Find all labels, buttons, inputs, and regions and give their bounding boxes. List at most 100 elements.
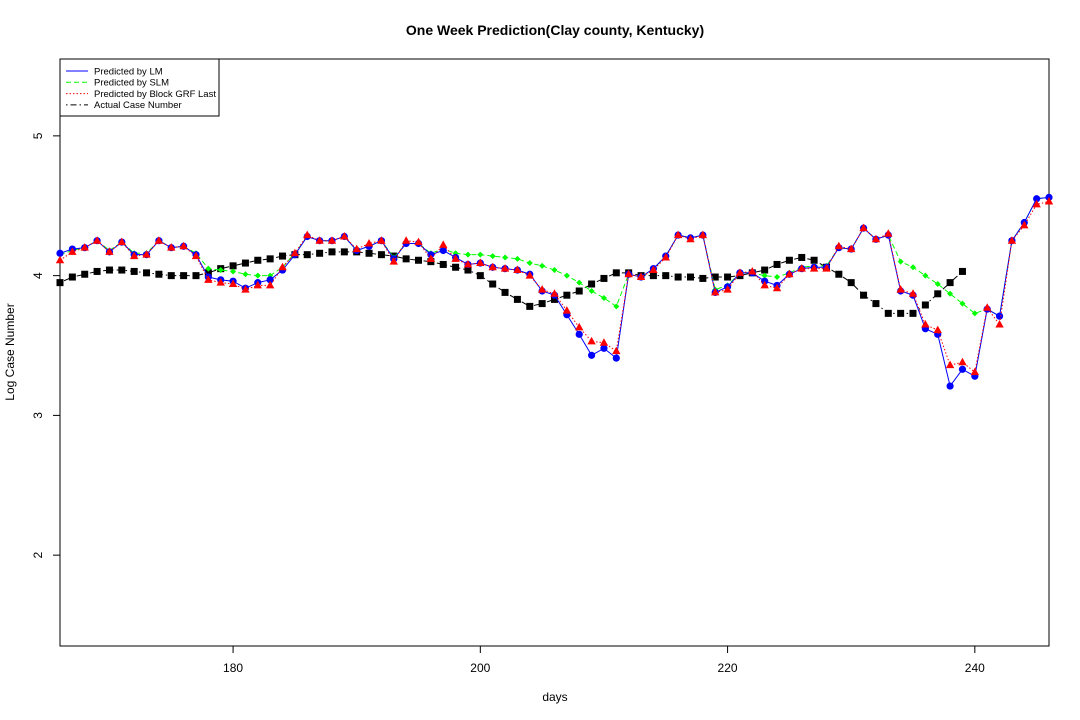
data-point bbox=[93, 267, 101, 275]
data-point bbox=[809, 264, 819, 272]
data-point bbox=[872, 300, 880, 308]
data-point bbox=[230, 268, 237, 275]
data-point bbox=[711, 287, 720, 296]
data-point bbox=[785, 256, 793, 264]
data-point bbox=[204, 269, 212, 277]
x-tick-label: 220 bbox=[718, 661, 738, 675]
data-point bbox=[897, 258, 904, 265]
data-point bbox=[908, 289, 918, 297]
data-point bbox=[1033, 195, 1041, 203]
series-line bbox=[59, 251, 963, 314]
data-point bbox=[365, 249, 373, 257]
data-point bbox=[995, 312, 1004, 320]
data-point bbox=[242, 271, 249, 278]
legend-label: Predicted by Block GRF Last bbox=[94, 89, 216, 100]
data-point bbox=[649, 265, 658, 274]
data-point bbox=[934, 290, 942, 298]
data-point bbox=[971, 310, 978, 317]
x-tick-label: 240 bbox=[965, 661, 985, 675]
data-point bbox=[1007, 236, 1017, 244]
data-point bbox=[612, 354, 620, 362]
data-point bbox=[834, 241, 844, 250]
data-point bbox=[340, 231, 349, 240]
data-point bbox=[253, 280, 262, 289]
data-point bbox=[600, 274, 608, 282]
data-point bbox=[797, 264, 806, 272]
data-point bbox=[502, 254, 509, 261]
plot-area bbox=[59, 58, 1050, 647]
data-point bbox=[56, 249, 64, 257]
data-point bbox=[191, 251, 201, 260]
data-point bbox=[748, 266, 757, 275]
data-point bbox=[464, 266, 472, 274]
data-point bbox=[673, 230, 683, 239]
data-point bbox=[105, 266, 113, 274]
data-point bbox=[179, 241, 188, 250]
data-point bbox=[588, 280, 596, 288]
data-point bbox=[860, 291, 868, 299]
data-point bbox=[735, 268, 745, 276]
data-point bbox=[180, 272, 188, 280]
chart-title: One Week Prediction(Clay county, Kentuck… bbox=[406, 22, 704, 38]
data-point bbox=[575, 330, 583, 338]
data-point bbox=[537, 285, 547, 293]
data-point bbox=[414, 237, 423, 246]
series-predicted-by-block-grf-last bbox=[55, 197, 1054, 376]
data-point bbox=[686, 273, 694, 281]
data-point bbox=[711, 273, 719, 281]
data-point bbox=[599, 338, 609, 346]
data-point bbox=[154, 236, 164, 244]
data-point bbox=[947, 290, 954, 297]
data-point bbox=[773, 260, 781, 268]
data-point bbox=[316, 249, 324, 257]
data-point bbox=[55, 255, 65, 264]
data-point bbox=[401, 236, 411, 244]
data-point bbox=[489, 253, 496, 260]
data-point bbox=[588, 288, 595, 295]
y-tick-label: 5 bbox=[31, 132, 45, 139]
data-point bbox=[600, 294, 607, 301]
data-point bbox=[662, 272, 670, 280]
data-point bbox=[426, 254, 436, 262]
data-point bbox=[946, 279, 954, 287]
data-point bbox=[563, 291, 571, 299]
data-point bbox=[488, 262, 497, 271]
y-tick-label: 2 bbox=[31, 551, 45, 558]
legend-label: Predicted by LM bbox=[94, 66, 163, 77]
data-point bbox=[550, 289, 559, 297]
data-point bbox=[859, 223, 868, 232]
data-point bbox=[847, 244, 856, 253]
data-point bbox=[587, 336, 596, 345]
data-point bbox=[117, 237, 127, 246]
data-point bbox=[489, 280, 497, 288]
data-point bbox=[290, 248, 300, 257]
data-point bbox=[921, 320, 930, 328]
data-point bbox=[241, 259, 249, 267]
data-point bbox=[562, 306, 572, 314]
data-point bbox=[575, 287, 583, 295]
data-point bbox=[785, 269, 794, 278]
data-point bbox=[699, 274, 707, 282]
data-point bbox=[551, 267, 558, 274]
data-point bbox=[377, 251, 385, 259]
data-point bbox=[945, 360, 955, 369]
data-point bbox=[958, 267, 966, 275]
data-point bbox=[774, 274, 781, 281]
data-point bbox=[167, 243, 176, 251]
data-point bbox=[539, 262, 546, 269]
data-point bbox=[909, 309, 917, 317]
data-point bbox=[464, 251, 471, 258]
data-point bbox=[847, 279, 855, 287]
data-point bbox=[563, 272, 570, 279]
data-point bbox=[1044, 197, 1054, 205]
data-point bbox=[934, 281, 941, 288]
data-point bbox=[661, 252, 670, 261]
data-point bbox=[254, 256, 262, 264]
data-point bbox=[526, 260, 533, 267]
data-point bbox=[526, 302, 534, 310]
data-point bbox=[884, 309, 892, 317]
data-point bbox=[205, 265, 212, 272]
x-tick-label: 180 bbox=[223, 661, 243, 675]
data-point bbox=[68, 247, 77, 255]
